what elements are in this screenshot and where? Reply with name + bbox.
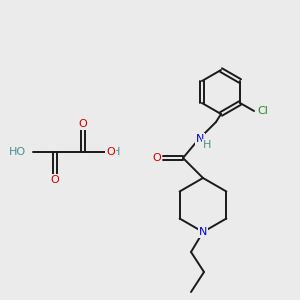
Text: O: O: [79, 119, 87, 129]
Text: N: N: [196, 134, 204, 144]
Text: Cl: Cl: [258, 106, 268, 116]
Text: O: O: [51, 175, 59, 185]
Text: H: H: [203, 140, 211, 150]
Text: O: O: [153, 153, 161, 163]
Text: H: H: [112, 147, 120, 157]
Text: N: N: [199, 227, 207, 237]
Text: HO: HO: [9, 147, 26, 157]
Text: O: O: [106, 147, 115, 157]
